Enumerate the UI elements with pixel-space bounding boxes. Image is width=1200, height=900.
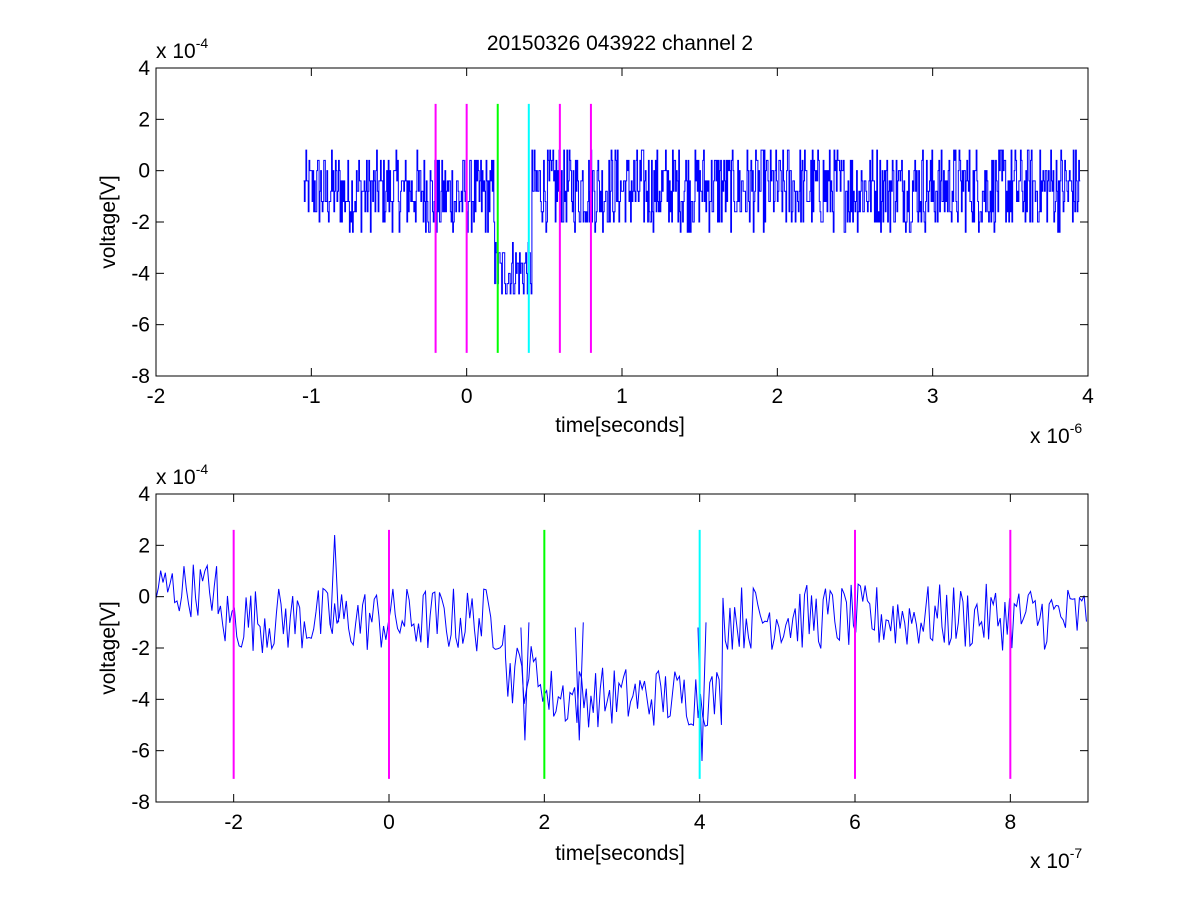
top-y-exponent-label: x 10-4 bbox=[156, 35, 208, 63]
top-ticks-layer: -2 -1 0 1 2 3 4 -8 -6 -4 -2 0 2 4 bbox=[131, 57, 1094, 408]
bottom-x-tick-label: 0 bbox=[383, 811, 395, 834]
top-y-exponent-base: x 10 bbox=[156, 40, 196, 63]
bottom-y-exponent-label: x 10-4 bbox=[156, 461, 208, 489]
bottom-y-tick-label: 2 bbox=[138, 534, 150, 557]
bottom-y-exponent-value: -4 bbox=[196, 461, 209, 477]
bottom-y-tick-label: -8 bbox=[131, 791, 150, 814]
top-x-tick-label: 1 bbox=[616, 385, 628, 408]
top-y-tick-label: -2 bbox=[131, 211, 150, 234]
top-y-tick-label: -8 bbox=[131, 365, 150, 388]
top-y-tick-label: -4 bbox=[131, 262, 150, 285]
bottom-y-tick-label: 0 bbox=[138, 586, 150, 609]
top-x-exponent-value: -6 bbox=[1070, 420, 1083, 436]
top-x-tick-label: -2 bbox=[147, 385, 166, 408]
bottom-markers-layer bbox=[232, 529, 1012, 779]
bottom-x-exponent-base: x 10 bbox=[1030, 850, 1070, 873]
bottom-chart: -2 0 2 4 6 8 -8 -6 -4 -2 0 2 4 time[seconds] voltage… bbox=[97, 461, 1089, 873]
bottom-x-tick-label: 8 bbox=[1004, 811, 1016, 834]
top-signal-layer bbox=[303, 149, 1081, 295]
bottom-x-tick-label: 4 bbox=[694, 811, 706, 834]
bottom-y-axis-label: voltage[V] bbox=[97, 601, 120, 694]
figure-title: 20150326 043922 channel 2 bbox=[487, 32, 753, 55]
top-markers-layer bbox=[434, 103, 592, 353]
bottom-signal-peak bbox=[520, 622, 530, 741]
top-x-tick-label: 0 bbox=[461, 385, 473, 408]
bottom-signal-peak bbox=[574, 622, 584, 741]
bottom-plot-frame bbox=[155, 493, 1089, 803]
bottom-x-axis-label: time[seconds] bbox=[555, 842, 685, 865]
bottom-y-tick-label: -4 bbox=[131, 688, 150, 711]
top-x-exponent-base: x 10 bbox=[1030, 425, 1070, 448]
top-x-tick-label: 2 bbox=[771, 385, 783, 408]
bottom-signal-line bbox=[155, 563, 1087, 728]
bottom-x-exponent-label: x 10-7 bbox=[1030, 845, 1082, 873]
bottom-y-tick-label: -2 bbox=[131, 637, 150, 660]
bottom-x-tick-label: -2 bbox=[224, 811, 243, 834]
top-y-tick-label: -6 bbox=[131, 314, 150, 337]
top-x-axis-label: time[seconds] bbox=[555, 414, 685, 437]
bottom-x-tick-label: 6 bbox=[849, 811, 861, 834]
bottom-signal-peak bbox=[330, 535, 340, 628]
top-y-exponent-value: -4 bbox=[196, 35, 209, 51]
top-chart: -2 -1 0 1 2 3 4 -8 -6 -4 -2 0 2 4 time[seconds] volta… bbox=[97, 35, 1094, 448]
bottom-y-exponent-base: x 10 bbox=[156, 466, 196, 489]
top-y-tick-label: 4 bbox=[138, 57, 150, 80]
top-y-tick-label: 0 bbox=[138, 160, 150, 183]
bottom-y-tick-label: 4 bbox=[138, 483, 150, 506]
top-signal-line bbox=[303, 149, 1081, 295]
bottom-x-exponent-value: -7 bbox=[1070, 845, 1083, 861]
bottom-x-tick-label: 2 bbox=[538, 811, 550, 834]
top-x-tick-label: 3 bbox=[927, 385, 939, 408]
bottom-ticks-layer: -2 0 2 4 6 8 -8 -6 -4 -2 0 2 4 bbox=[131, 483, 1088, 834]
bottom-signal-layer bbox=[155, 535, 1087, 761]
top-y-axis-label: voltage[V] bbox=[97, 175, 120, 268]
top-x-tick-label: -1 bbox=[302, 385, 321, 408]
bottom-y-tick-label: -6 bbox=[131, 740, 150, 763]
top-x-tick-label: 4 bbox=[1082, 385, 1094, 408]
top-x-exponent-label: x 10-6 bbox=[1030, 420, 1082, 448]
top-y-tick-label: 2 bbox=[138, 108, 150, 131]
top-plot-frame bbox=[155, 67, 1089, 377]
